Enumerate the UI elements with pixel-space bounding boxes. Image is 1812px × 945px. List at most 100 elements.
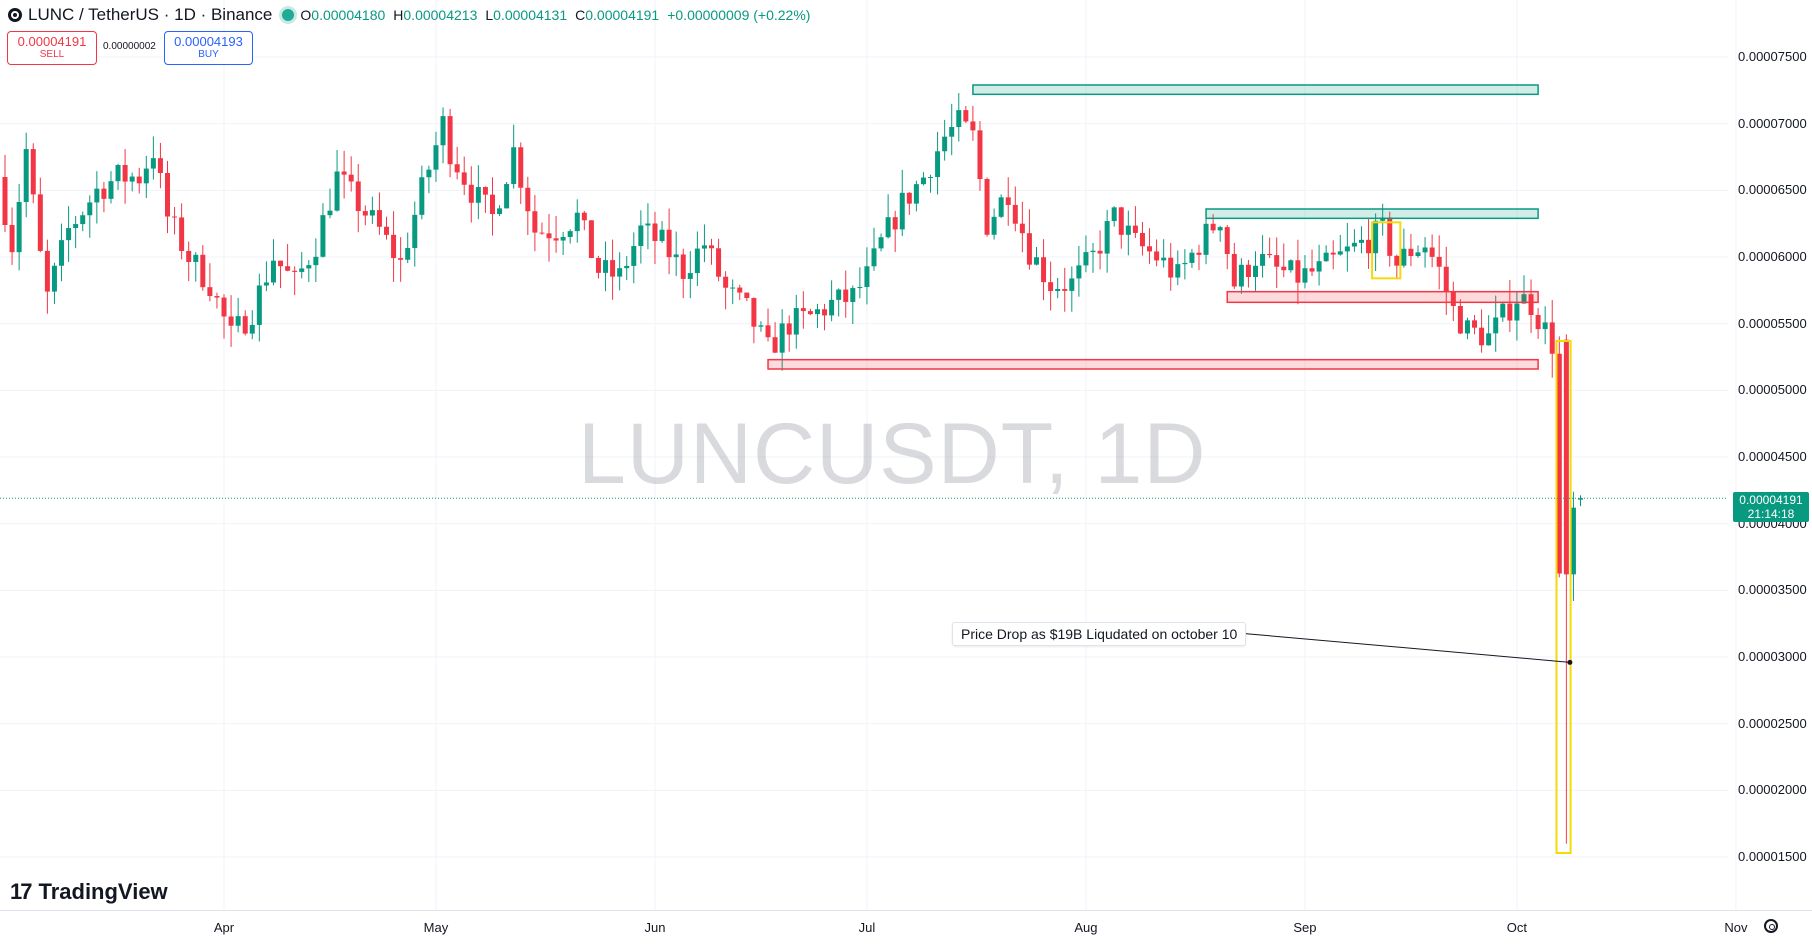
candle-body [256,285,262,325]
candle-body [1563,339,1569,575]
candle-body [765,325,771,338]
candle-body [348,174,354,182]
candle-body [574,212,580,232]
candle-body [228,316,234,326]
candle-body [998,197,1004,217]
buy-button[interactable]: 0.00004193 BUY [164,31,253,65]
high-value: 0.00004213 [403,7,478,23]
candle-body [1048,282,1054,292]
annotation-connector-line [1237,632,1570,663]
candle-body [1366,239,1372,254]
candle-body [1380,217,1386,221]
candle-body [334,171,340,211]
candle-body [1316,261,1322,272]
spread-value: 0.00000002 [103,41,156,52]
candle-body [920,177,926,185]
candle-body [1514,303,1520,321]
candle-body [1344,246,1350,252]
tradingview-logo-icon: 17 [10,879,33,904]
candle-body [108,181,114,199]
candle-body [30,149,36,195]
candle-body [355,181,361,212]
candle-body [949,127,955,137]
candle-body [553,238,559,241]
candle-body [461,172,467,185]
price-tick-label: 0.00005500 [1738,315,1807,331]
candle-body [80,215,86,225]
candle-body [984,179,990,235]
sell-button[interactable]: 0.00004191 SELL [7,31,97,65]
candle-body [1408,248,1414,257]
candle-body [1472,320,1478,328]
supply-zone-rectangle [972,84,1539,96]
candle-body [1041,257,1047,283]
candle-body [9,224,15,253]
candle-body [779,323,785,353]
candle-body [1069,278,1075,291]
supply-zone-rectangle [1205,208,1539,220]
candle-body [1026,233,1032,265]
gear-icon[interactable] [1764,919,1778,933]
candle-body [970,121,976,131]
candle-body [87,202,93,216]
candle-body [391,234,397,259]
candle-body [136,176,142,184]
candle-body [1281,266,1287,271]
candle-body [270,260,276,283]
time-tick-label: Jul [858,920,876,935]
low-label: L [485,7,494,23]
candle-body [709,245,714,249]
candle-body [991,216,997,235]
highlight-rectangle [1555,340,1572,854]
candle-body [1457,305,1463,334]
candle-body [362,211,368,216]
price-tick-label: 0.00007000 [1738,115,1807,131]
time-tick-label: Sep [1293,920,1317,935]
low-value: 0.00004131 [493,7,568,23]
candle-body [426,169,432,178]
candle-body [1203,223,1209,255]
candle-body [341,171,347,175]
close-value: 0.00004191 [585,7,660,23]
candle-body [956,110,962,128]
candle-body [942,136,948,152]
candle-body [1542,322,1548,330]
candle-body [1323,252,1329,262]
tradingview-logo[interactable]: 17 TradingView [10,879,168,905]
price-tick-label: 0.00001500 [1738,849,1807,864]
candle-body [581,212,587,221]
candle-body [1182,262,1188,265]
open-label: O [300,7,312,23]
chart-annotation-note[interactable]: Price Drop as $19B Liqudated on october … [952,622,1247,646]
candle-body [1238,264,1244,287]
candle-body [1196,252,1202,255]
candle-countdown: 21:14:18 [1747,507,1795,521]
symbol-title[interactable]: LUNC / TetherUS · 1D · Binance [28,5,273,24]
candle-body [179,217,185,251]
candle-body [327,210,333,216]
candle-body [122,165,128,182]
candle-body [807,311,813,315]
candle-body [1132,225,1138,233]
candle-body [207,287,213,297]
candle-body [482,187,488,195]
candle-body [221,297,227,317]
candle-body [1528,294,1534,315]
candle-body [475,187,481,203]
candle-body [525,187,531,212]
candle-body [687,273,693,279]
time-tick-label: May [423,920,449,935]
candle-body [468,184,474,203]
candle-body [638,225,644,247]
candle-body [694,248,700,274]
candle-body [1479,327,1485,346]
candle-body [440,116,446,146]
candle-body [659,229,665,242]
candle-body [871,248,877,267]
price-tick-label: 0.00007500 [1738,49,1807,64]
candle-body [1351,242,1357,247]
candle-body [723,276,729,288]
candle-body [299,268,305,272]
candle-body [51,265,57,292]
